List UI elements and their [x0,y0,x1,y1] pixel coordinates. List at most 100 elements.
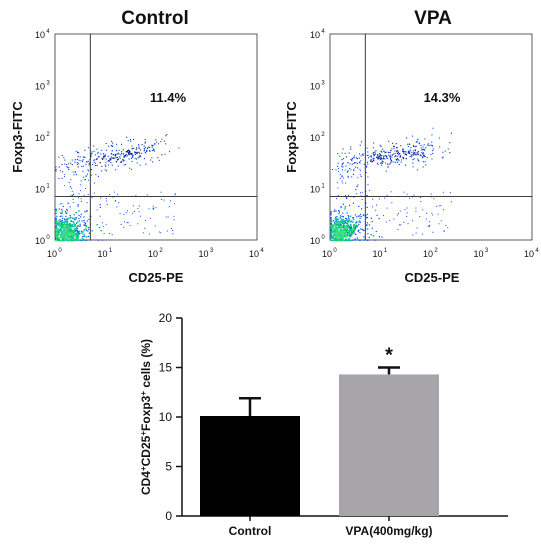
event-dot [70,228,73,231]
event-dot [365,190,367,192]
event-dot [132,155,134,157]
event-dot [356,216,358,218]
event-dot [372,152,374,154]
event-dot [130,139,132,141]
event-dot [65,239,67,242]
event-dot [335,219,337,222]
event-dot [347,175,349,177]
event-dot [351,228,353,230]
event-dot [372,152,374,154]
event-dot [66,210,68,212]
event-dot [83,195,85,197]
y-tick-label: 0 [165,509,172,523]
event-dot [105,165,107,167]
event-dot [401,159,403,161]
event-dot [91,152,93,154]
event-dot [334,226,337,229]
event-dot [107,164,109,166]
y-tick-exponent: 2 [46,132,50,138]
event-dot [83,220,85,222]
event-dot [125,153,127,155]
event-dot [336,198,337,200]
event-dot [63,185,65,187]
event-dot [71,230,74,233]
event-dot [349,228,351,230]
event-dot [138,145,140,147]
event-dot [67,202,69,204]
event-dot [417,159,419,161]
event-dot [412,234,414,236]
event-dot [56,228,59,230]
event-dot [385,221,387,223]
event-dot [346,229,349,231]
event-dot [414,153,416,156]
event-dot [376,204,377,206]
event-dot [145,149,147,151]
event-dot [377,155,379,157]
event-dot [381,160,383,162]
event-dot [134,158,136,160]
event-dot [357,184,359,186]
event-dot [90,156,92,158]
event-dot [331,169,333,171]
event-dot [391,161,393,163]
event-dot [91,174,92,176]
event-dot [410,147,412,149]
event-dot [343,177,345,179]
event-dot [85,229,87,231]
event-dot [126,151,129,153]
event-dot [335,222,337,225]
event-dot [61,226,63,228]
event-dot [128,154,130,156]
event-dot [141,152,143,154]
event-dot [389,158,391,160]
event-dot [131,157,133,159]
x-tick-label: 10 [97,249,107,259]
x-tick-exponent: 0 [333,248,337,254]
category-label: Control [229,524,272,538]
x-tick-exponent: 4 [535,248,539,254]
event-dot [119,213,121,215]
event-dot [368,157,370,159]
event-dot [393,145,395,147]
event-dot [105,142,107,144]
event-dot [414,149,416,151]
event-dot [369,190,371,192]
event-dot [111,234,113,236]
event-dot [380,145,382,147]
event-dot [359,168,361,170]
event-dot [342,212,344,214]
event-dot [404,154,406,156]
event-dot [75,229,77,231]
event-dot [77,156,79,158]
event-dot [384,152,386,154]
event-dot [378,157,380,159]
event-dot [70,229,73,232]
event-dot [57,223,59,225]
event-dot [56,237,58,240]
event-dot [365,239,367,241]
event-dot [83,224,86,226]
event-dot [431,144,433,146]
event-dot [332,237,335,239]
event-dot [345,230,348,233]
event-dot [75,217,77,219]
event-dot [99,162,101,164]
event-dot [74,218,77,221]
event-dot [66,166,68,168]
event-dot [353,168,355,170]
event-dot [356,163,358,165]
event-dot [359,174,361,176]
event-dot [57,229,59,232]
event-dot [341,215,343,217]
event-dot [86,239,88,241]
event-dot [359,170,361,172]
event-dot [378,155,381,157]
event-dot [330,239,333,242]
event-dot [93,159,95,161]
x-tick-exponent: 1 [384,248,388,254]
event-dot [174,193,176,195]
event-dot [64,227,67,230]
event-dot [127,152,129,154]
event-dot [129,152,131,154]
